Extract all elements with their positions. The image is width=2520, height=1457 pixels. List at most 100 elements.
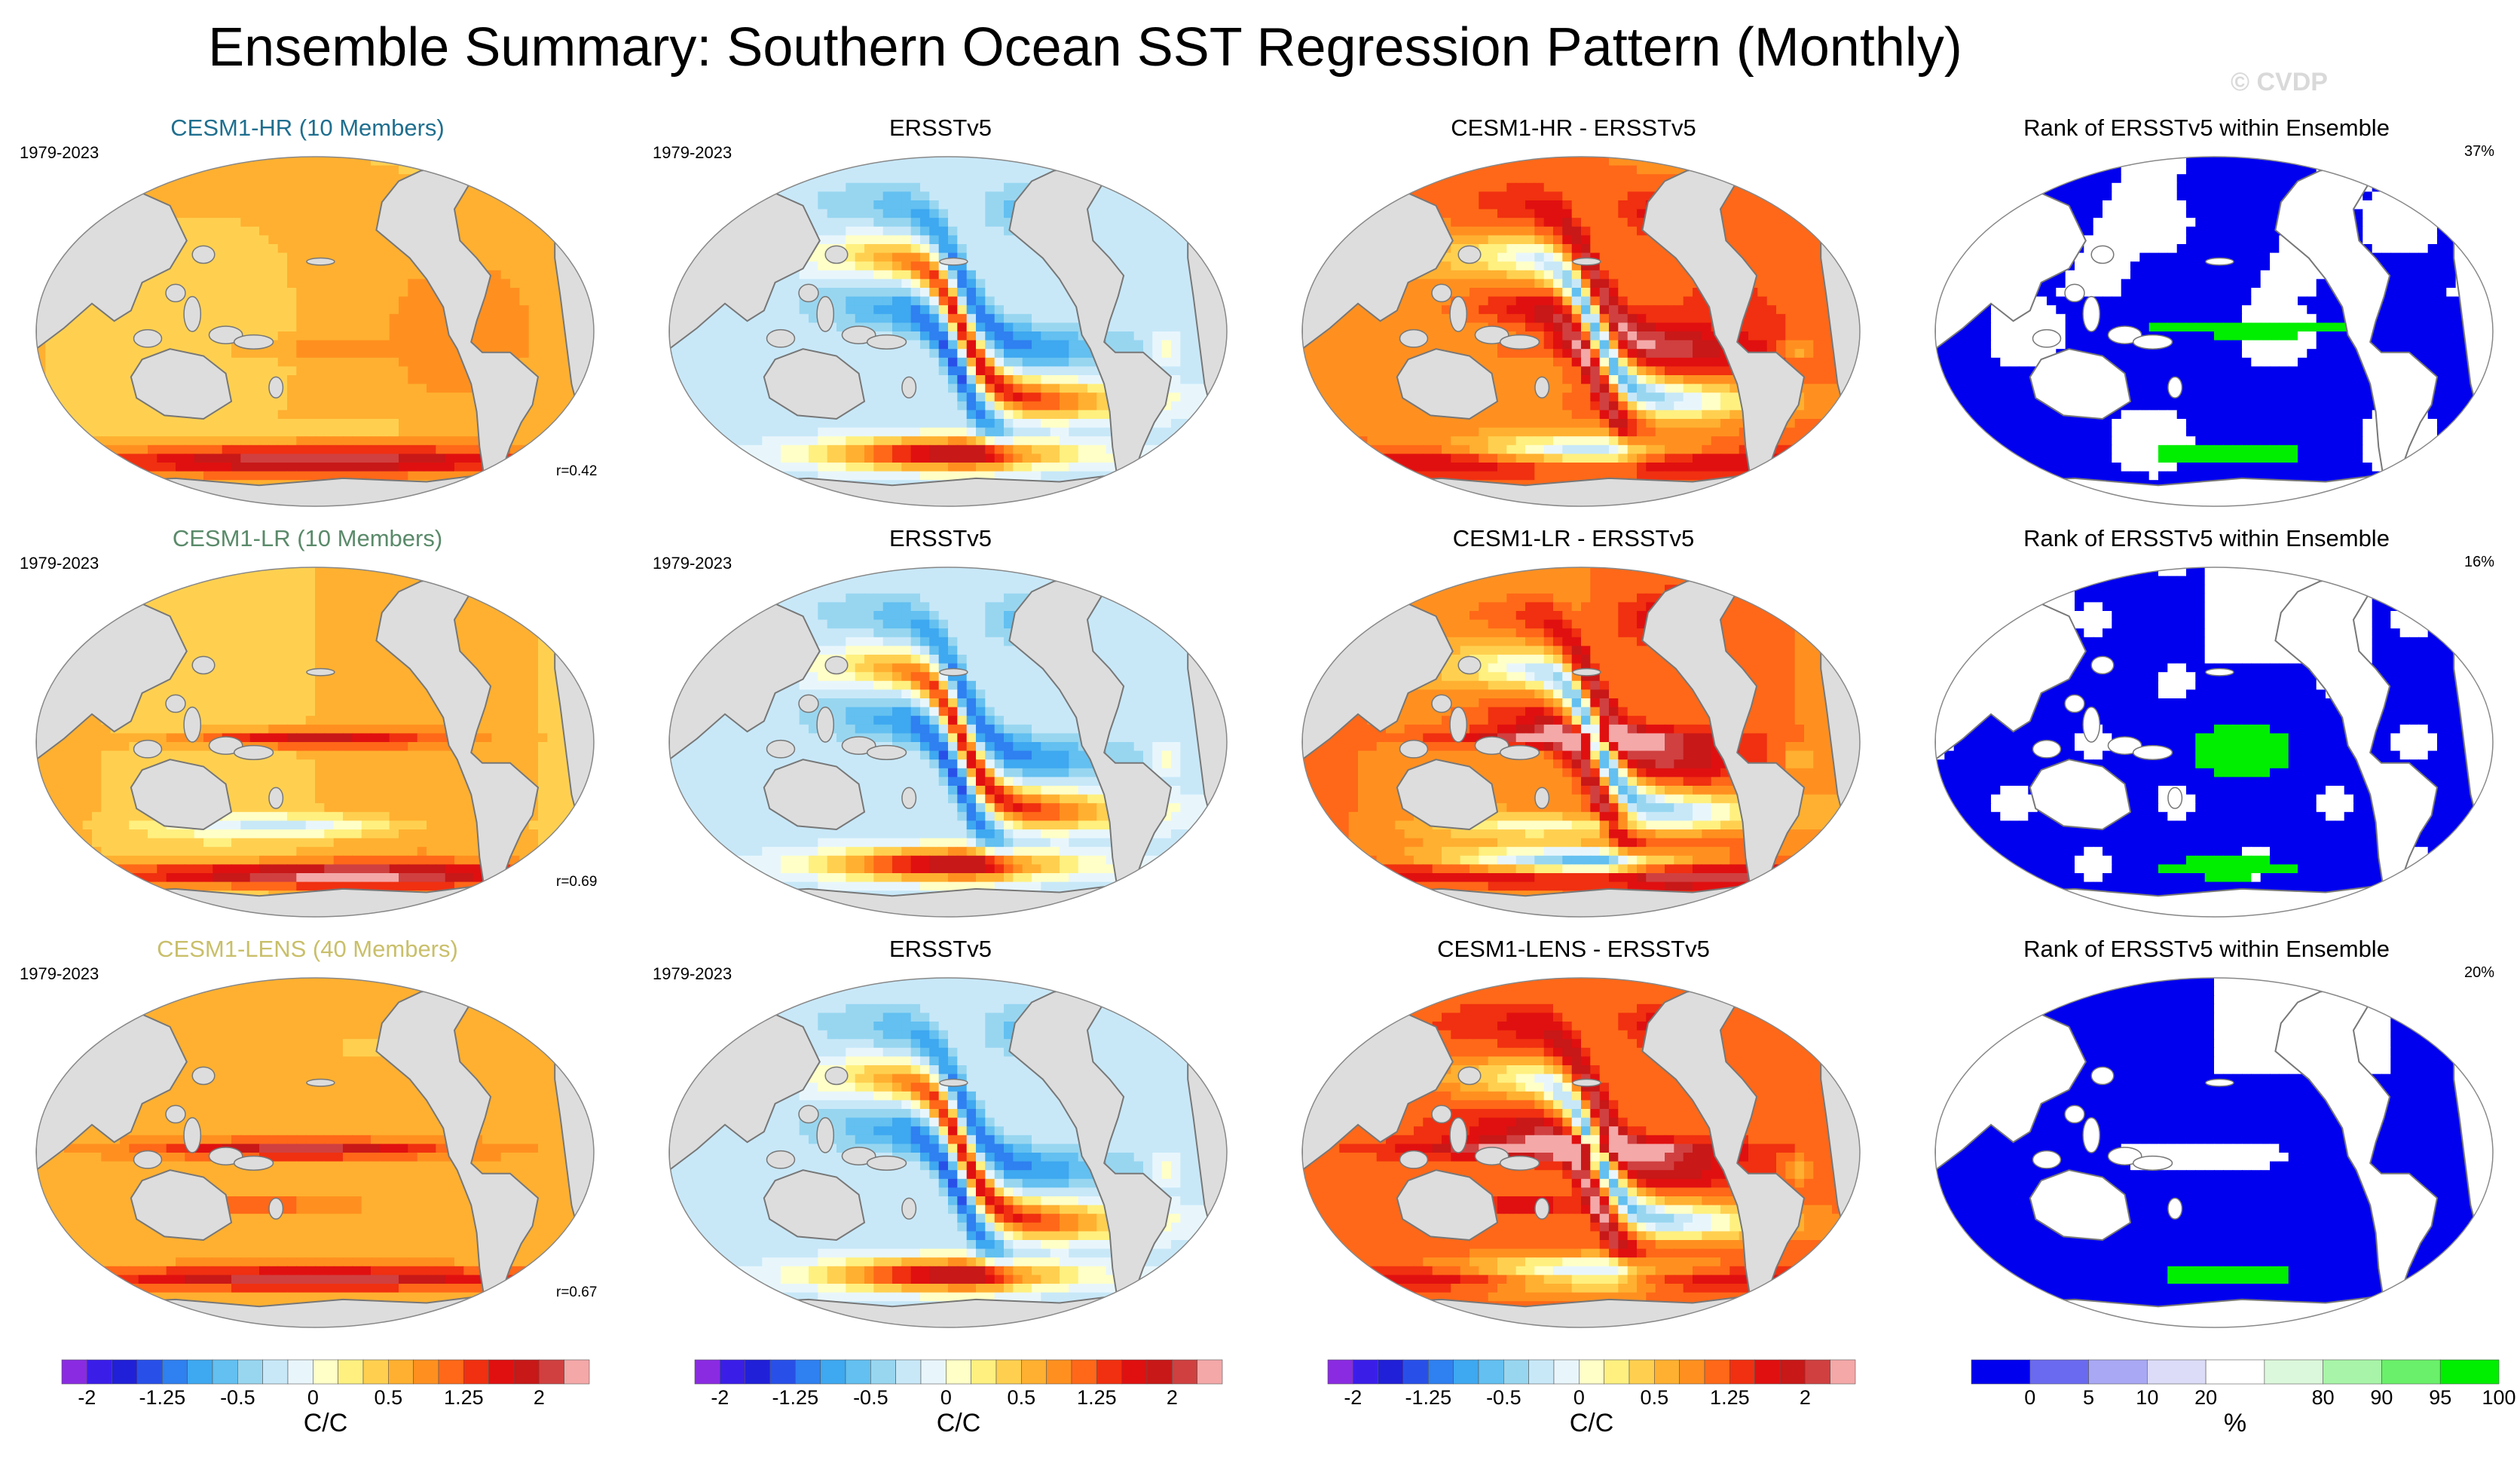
map-r1c3 bbox=[1934, 567, 2494, 918]
island-4 bbox=[901, 376, 917, 399]
panel-title: Rank of ERSSTv5 within Ensemble bbox=[1905, 934, 2508, 964]
colorbar-swatch bbox=[870, 1359, 896, 1385]
island-4 bbox=[268, 787, 284, 809]
colorbar-tick-label: 2 bbox=[1167, 1386, 1178, 1409]
colorbar-1: -2 -1.25 -0.5 0 0.5 1.25 2 C/C bbox=[39, 1356, 612, 1439]
colorbar-tick-label: 0 bbox=[2024, 1386, 2035, 1409]
island-0 bbox=[2064, 283, 2085, 303]
map-container bbox=[654, 561, 1242, 923]
island-1 bbox=[1449, 295, 1468, 332]
colorbar-swatch bbox=[1503, 1359, 1529, 1385]
colorbar-swatch bbox=[1779, 1359, 1806, 1385]
island-7 bbox=[306, 257, 335, 266]
rank-percent-label: 16% bbox=[2464, 554, 2494, 571]
panel-title: ERSSTv5 bbox=[639, 934, 1242, 964]
colorbar-swatch bbox=[1096, 1359, 1122, 1385]
island-2 bbox=[2107, 325, 2142, 344]
map-container bbox=[21, 151, 609, 512]
map-border bbox=[668, 977, 1228, 1328]
island-7 bbox=[1572, 1078, 1601, 1087]
colorbar-tick-label: 5 bbox=[2083, 1386, 2094, 1409]
colorbar-units-label: C/C bbox=[39, 1409, 612, 1438]
island-3 bbox=[233, 334, 274, 350]
island-2 bbox=[841, 736, 876, 755]
island-5 bbox=[133, 1150, 163, 1169]
panel-title: ERSSTv5 bbox=[639, 113, 1242, 143]
colorbar-swatch bbox=[136, 1359, 163, 1385]
island-7 bbox=[939, 667, 968, 677]
panel-title: CESM1-LENS - ERSSTv5 bbox=[1272, 934, 1875, 964]
island-6 bbox=[824, 655, 849, 675]
colorbar-swatch bbox=[920, 1359, 947, 1385]
colorbar-swatch bbox=[463, 1359, 489, 1385]
colorbar-tick-label: 10 bbox=[2136, 1386, 2158, 1409]
continent-australia bbox=[1396, 759, 1499, 831]
island-1 bbox=[816, 295, 835, 332]
map-r2c0 bbox=[35, 977, 595, 1328]
colorbar-tick-label: 1.25 bbox=[1077, 1386, 1117, 1409]
colorbar-swatch bbox=[2029, 1359, 2089, 1385]
continent-australia bbox=[2029, 759, 2132, 831]
colorbar-swatch bbox=[795, 1359, 821, 1385]
island-3 bbox=[233, 1155, 274, 1171]
map-border bbox=[1934, 156, 2494, 507]
island-4 bbox=[268, 376, 284, 399]
island-7 bbox=[2205, 1078, 2234, 1087]
colorbar-swatch bbox=[1528, 1359, 1555, 1385]
panel-rank-row2: Rank of ERSSTv5 within Ensemble 16% bbox=[1905, 524, 2508, 918]
panel-rank-row3: Rank of ERSSTv5 within Ensemble 20% bbox=[1905, 934, 2508, 1328]
colorbar-tick-label: 100 bbox=[2482, 1386, 2515, 1409]
panel-obs-row1: ERSSTv5 1979-2023 bbox=[639, 113, 1242, 507]
island-0 bbox=[798, 283, 819, 303]
continent-australia bbox=[2029, 1169, 2132, 1242]
colorbar-swatch bbox=[187, 1359, 213, 1385]
island-2 bbox=[1474, 1147, 1509, 1165]
panel-diff-row3: CESM1-LENS - ERSSTv5 bbox=[1272, 934, 1875, 1328]
colorbar-swatch bbox=[488, 1359, 515, 1385]
colorbar-swatch bbox=[1428, 1359, 1454, 1385]
colorbar-swatch bbox=[1071, 1359, 1097, 1385]
colorbar-tick-label: 2 bbox=[534, 1386, 545, 1409]
island-3 bbox=[1499, 1155, 1540, 1171]
panel-title: Rank of ERSSTv5 within Ensemble bbox=[1905, 524, 2508, 554]
colorbar-swatch bbox=[2088, 1359, 2148, 1385]
colorbar-swatch bbox=[1579, 1359, 1604, 1385]
map-container bbox=[1920, 561, 2508, 923]
island-0 bbox=[1431, 1104, 1452, 1124]
island-0 bbox=[165, 283, 186, 303]
island-4 bbox=[2167, 1197, 2183, 1220]
island-4 bbox=[1534, 787, 1550, 809]
panel-ensemble-row3: CESM1-LENS (40 Members) 1979-2023 r=0.67 bbox=[6, 934, 609, 1328]
island-0 bbox=[798, 694, 819, 713]
colorbar-swatch bbox=[1378, 1359, 1404, 1385]
colorbar-swatch bbox=[388, 1359, 414, 1385]
island-5 bbox=[766, 328, 796, 348]
island-0 bbox=[165, 1104, 186, 1124]
panel-title: CESM1-LR - ERSSTv5 bbox=[1272, 524, 1875, 554]
island-3 bbox=[1499, 334, 1540, 350]
colorbar-4: 0 5 10 20 80 90 95 100% bbox=[1949, 1356, 2520, 1439]
island-5 bbox=[1399, 739, 1429, 759]
island-5 bbox=[2032, 1150, 2062, 1169]
colorbar-swatch bbox=[1679, 1359, 1705, 1385]
colorbar-swatch bbox=[2264, 1359, 2323, 1385]
map-r1c0 bbox=[35, 567, 595, 918]
colorbar-swatch bbox=[2439, 1359, 2500, 1385]
map-border bbox=[668, 156, 1228, 507]
colorbar-tick-label: 1.25 bbox=[444, 1386, 484, 1409]
island-1 bbox=[183, 706, 202, 743]
colorbar-tick-label: -0.5 bbox=[1486, 1386, 1521, 1409]
island-5 bbox=[1399, 1150, 1429, 1169]
island-6 bbox=[2090, 655, 2115, 675]
colorbar-swatch bbox=[2323, 1359, 2382, 1385]
island-3 bbox=[1499, 744, 1540, 760]
colorbar-swatch bbox=[513, 1359, 540, 1385]
map-r0c3 bbox=[1934, 156, 2494, 507]
colorbar-swatch bbox=[237, 1359, 263, 1385]
colorbar-swatch bbox=[539, 1359, 564, 1385]
map-r0c2 bbox=[1301, 156, 1861, 507]
pattern-correlation-label: r=0.42 bbox=[556, 463, 597, 480]
island-0 bbox=[2064, 694, 2085, 713]
colorbar-swatch bbox=[413, 1359, 439, 1385]
map-r1c2 bbox=[1301, 567, 1861, 918]
